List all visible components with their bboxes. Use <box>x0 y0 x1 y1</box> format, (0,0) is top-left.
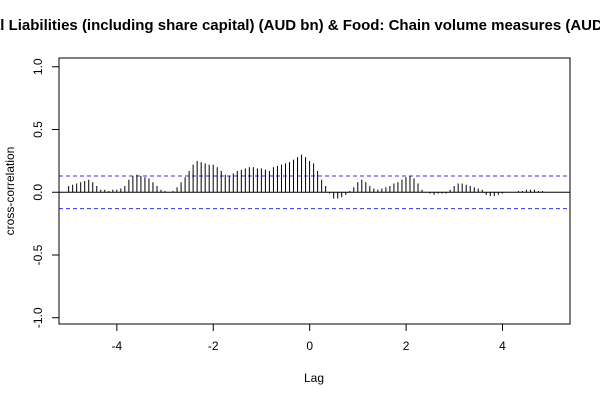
x-axis-label: Lag <box>304 371 324 385</box>
reference-lines <box>59 175 570 210</box>
y-tick-label: -1.0 <box>31 307 45 328</box>
chart-title: Total Liabilities (including share capit… <box>0 17 600 34</box>
y-tick-label: 0.5 <box>31 121 45 138</box>
x-tick-label: 0 <box>306 339 313 353</box>
y-tick-label: -0.5 <box>31 244 45 265</box>
x-tick-label: 4 <box>499 339 506 353</box>
x-tick-label: -2 <box>208 339 219 353</box>
y-axis-label: cross-correlation <box>3 147 17 236</box>
y-tick-label: 1.0 <box>31 58 45 75</box>
correlation-bars <box>68 154 543 199</box>
y-axis: -1.0 -0.5 0.0 0.5 1.0 <box>31 58 60 328</box>
x-tick-label: 2 <box>403 339 410 353</box>
plot-frame <box>58 57 571 325</box>
x-tick-label: -4 <box>112 339 123 353</box>
x-axis: -4 -2 0 2 4 <box>112 323 506 353</box>
y-tick-label: 0.0 <box>31 184 45 201</box>
